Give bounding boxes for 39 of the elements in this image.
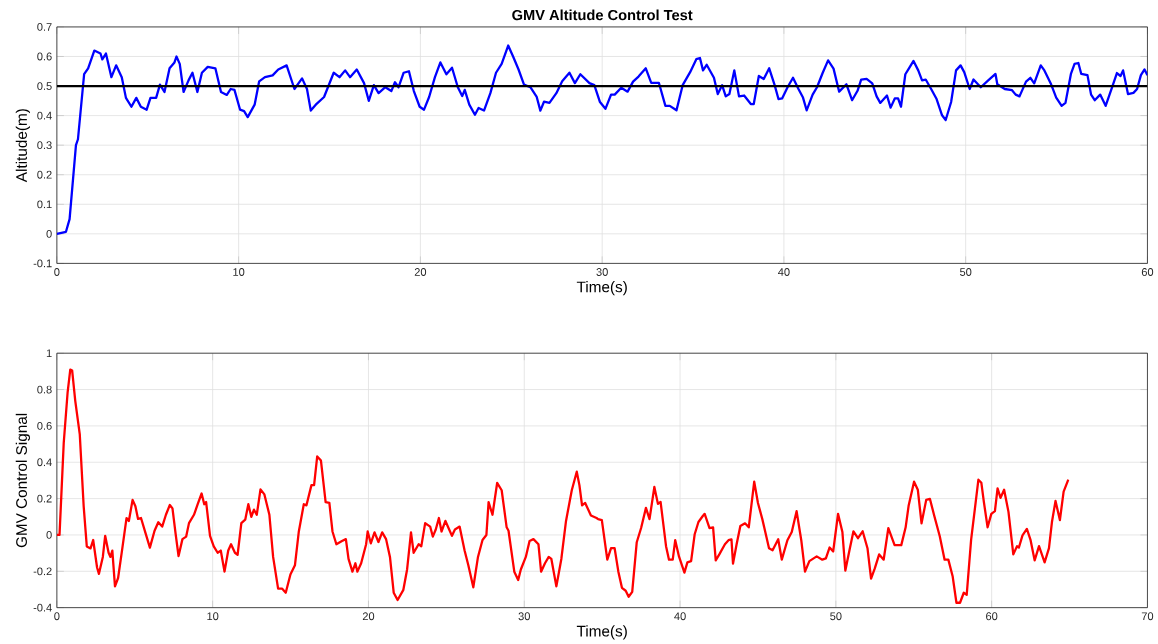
x-tick-label: 10: [233, 268, 245, 276]
x-tick-label: 20: [414, 268, 427, 276]
y-tick-label: 0.6: [37, 422, 52, 430]
x-tick-label: 70: [1141, 612, 1154, 621]
y-tick-label: 0.7: [37, 23, 52, 31]
x-tick-label: 50: [959, 268, 972, 276]
x-tick-label: 0: [54, 612, 60, 621]
y-tick-label: 0.3: [37, 141, 52, 150]
y-tick-label: 0.8: [37, 385, 52, 394]
x-tick-label: 40: [674, 612, 686, 621]
x-tick-label: 60: [986, 612, 998, 621]
x-tick-label: 50: [830, 612, 842, 621]
chart-title: GMV Altitude Control Test: [512, 9, 693, 21]
y-tick-label: 1: [46, 349, 52, 357]
x-tick-label: 20: [362, 612, 375, 621]
y-tick-label: 0.2: [37, 494, 52, 503]
x-tick-label: 0: [54, 268, 60, 276]
y-tick-label: 0.5: [37, 82, 52, 90]
y-tick-label: 0.4: [37, 458, 52, 467]
x-axis-title: Time(s): [576, 281, 627, 296]
x-tick-label: 60: [1141, 268, 1154, 276]
line-series: [56, 368, 1070, 604]
y-axis-title: GMV Control Signal: [15, 413, 30, 548]
x-tick-label: 10: [207, 612, 219, 621]
y-tick-label: 0.4: [37, 111, 52, 120]
y-axis-title: Altitude(m): [15, 109, 30, 183]
x-tick-label: 40: [778, 268, 790, 276]
y-tick-label: 0.6: [37, 52, 52, 61]
x-axis-title: Time(s): [576, 625, 627, 640]
x-tick-label: 30: [596, 268, 608, 276]
y-tick-label: -0.1: [33, 259, 52, 268]
x-tick-label: 30: [518, 612, 530, 621]
y-tick-label: 0: [46, 229, 52, 238]
y-tick-label: -0.2: [33, 567, 52, 576]
y-tick-label: -0.4: [33, 603, 52, 612]
line-series: [56, 44, 1148, 235]
y-tick-label: 0.1: [37, 200, 52, 209]
y-tick-label: 0.2: [37, 170, 52, 179]
y-tick-label: 0: [46, 531, 52, 539]
